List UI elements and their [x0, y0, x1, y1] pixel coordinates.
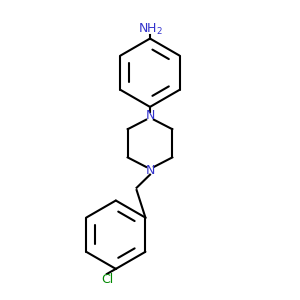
Text: N: N — [145, 109, 155, 122]
Text: NH$_2$: NH$_2$ — [137, 22, 163, 37]
Text: N: N — [145, 164, 155, 177]
Text: Cl: Cl — [101, 273, 113, 286]
